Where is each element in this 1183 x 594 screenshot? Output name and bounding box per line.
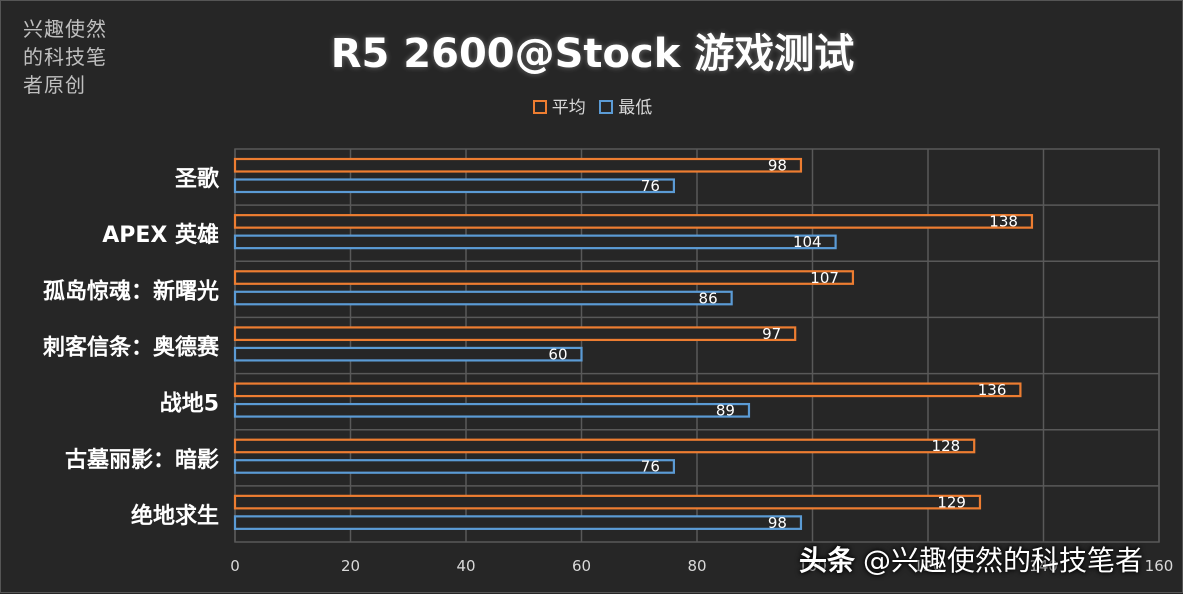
legend-item-avg: 平均 <box>532 93 586 118</box>
bar-min <box>233 402 751 418</box>
bar-min <box>233 459 675 474</box>
bar-avg <box>233 494 982 510</box>
legend-swatch-avg <box>532 100 547 114</box>
category-label: 古墓丽影：暗影 <box>65 447 219 473</box>
data-label-avg: 138 <box>989 213 1018 231</box>
data-label-avg: 129 <box>937 493 966 511</box>
bar-min <box>233 346 583 362</box>
bar-min <box>233 178 675 194</box>
legend-label-min: 最低 <box>618 98 653 118</box>
category-label: 孤岛惊魂：新曙光 <box>43 278 219 304</box>
data-label-avg: 97 <box>762 325 781 343</box>
bar-avg <box>233 270 855 285</box>
legend-item-min: 最低 <box>599 93 652 118</box>
x-tick-label: 20 <box>341 557 360 575</box>
brand-name: 头条 <box>799 544 856 577</box>
data-label-avg: 107 <box>810 269 839 287</box>
bar-avg <box>233 214 1034 229</box>
category-label: APEX 英雄 <box>102 223 219 248</box>
category-label: 刺客信条：奥德赛 <box>43 335 220 361</box>
data-label-avg: 136 <box>978 381 1007 399</box>
data-label-avg: 128 <box>932 437 961 455</box>
data-label-min: 60 <box>548 345 567 363</box>
bar-avg <box>233 382 1022 398</box>
data-label-avg: 98 <box>768 157 787 175</box>
category-label: 绝地求生 <box>131 503 219 529</box>
x-tick-label: 0 <box>230 557 240 575</box>
data-label-min: 86 <box>699 289 718 307</box>
bar-min <box>233 234 837 250</box>
x-tick-label: 60 <box>572 557 591 575</box>
data-label-min: 104 <box>793 233 822 251</box>
bar-min <box>233 515 803 530</box>
x-tick-label: 120 <box>914 557 943 575</box>
bar-avg <box>233 326 797 342</box>
watermark-text: 兴趣使然的科技笔者原创 <box>23 17 107 97</box>
x-tick-label: 100 <box>798 557 827 575</box>
data-label-min: 76 <box>641 458 660 476</box>
x-tick-label: 40 <box>456 557 475 575</box>
bar-avg <box>233 438 976 454</box>
legend-swatch-min <box>599 100 614 114</box>
data-label-min: 76 <box>641 177 660 195</box>
data-label-min: 98 <box>768 514 787 532</box>
legend-label-avg: 平均 <box>551 98 586 118</box>
x-tick-label: 160 <box>1145 557 1174 575</box>
category-label: 圣歌 <box>175 166 220 192</box>
chart-title: R5 2600@Stock 游戏测试 <box>330 31 855 77</box>
brand-handle: @兴趣使然的科技笔者 <box>863 544 1144 577</box>
x-tick-label: 80 <box>687 557 706 575</box>
category-label: 战地5 <box>160 392 219 417</box>
x-tick-label: 140 <box>1029 557 1058 575</box>
bar-min <box>233 290 733 306</box>
legend: 平均 最低 <box>1 93 1183 118</box>
data-label-min: 89 <box>716 402 735 420</box>
brand-watermark: 头条 @兴趣使然的科技笔者 <box>799 539 1143 579</box>
bar-avg <box>233 157 803 173</box>
